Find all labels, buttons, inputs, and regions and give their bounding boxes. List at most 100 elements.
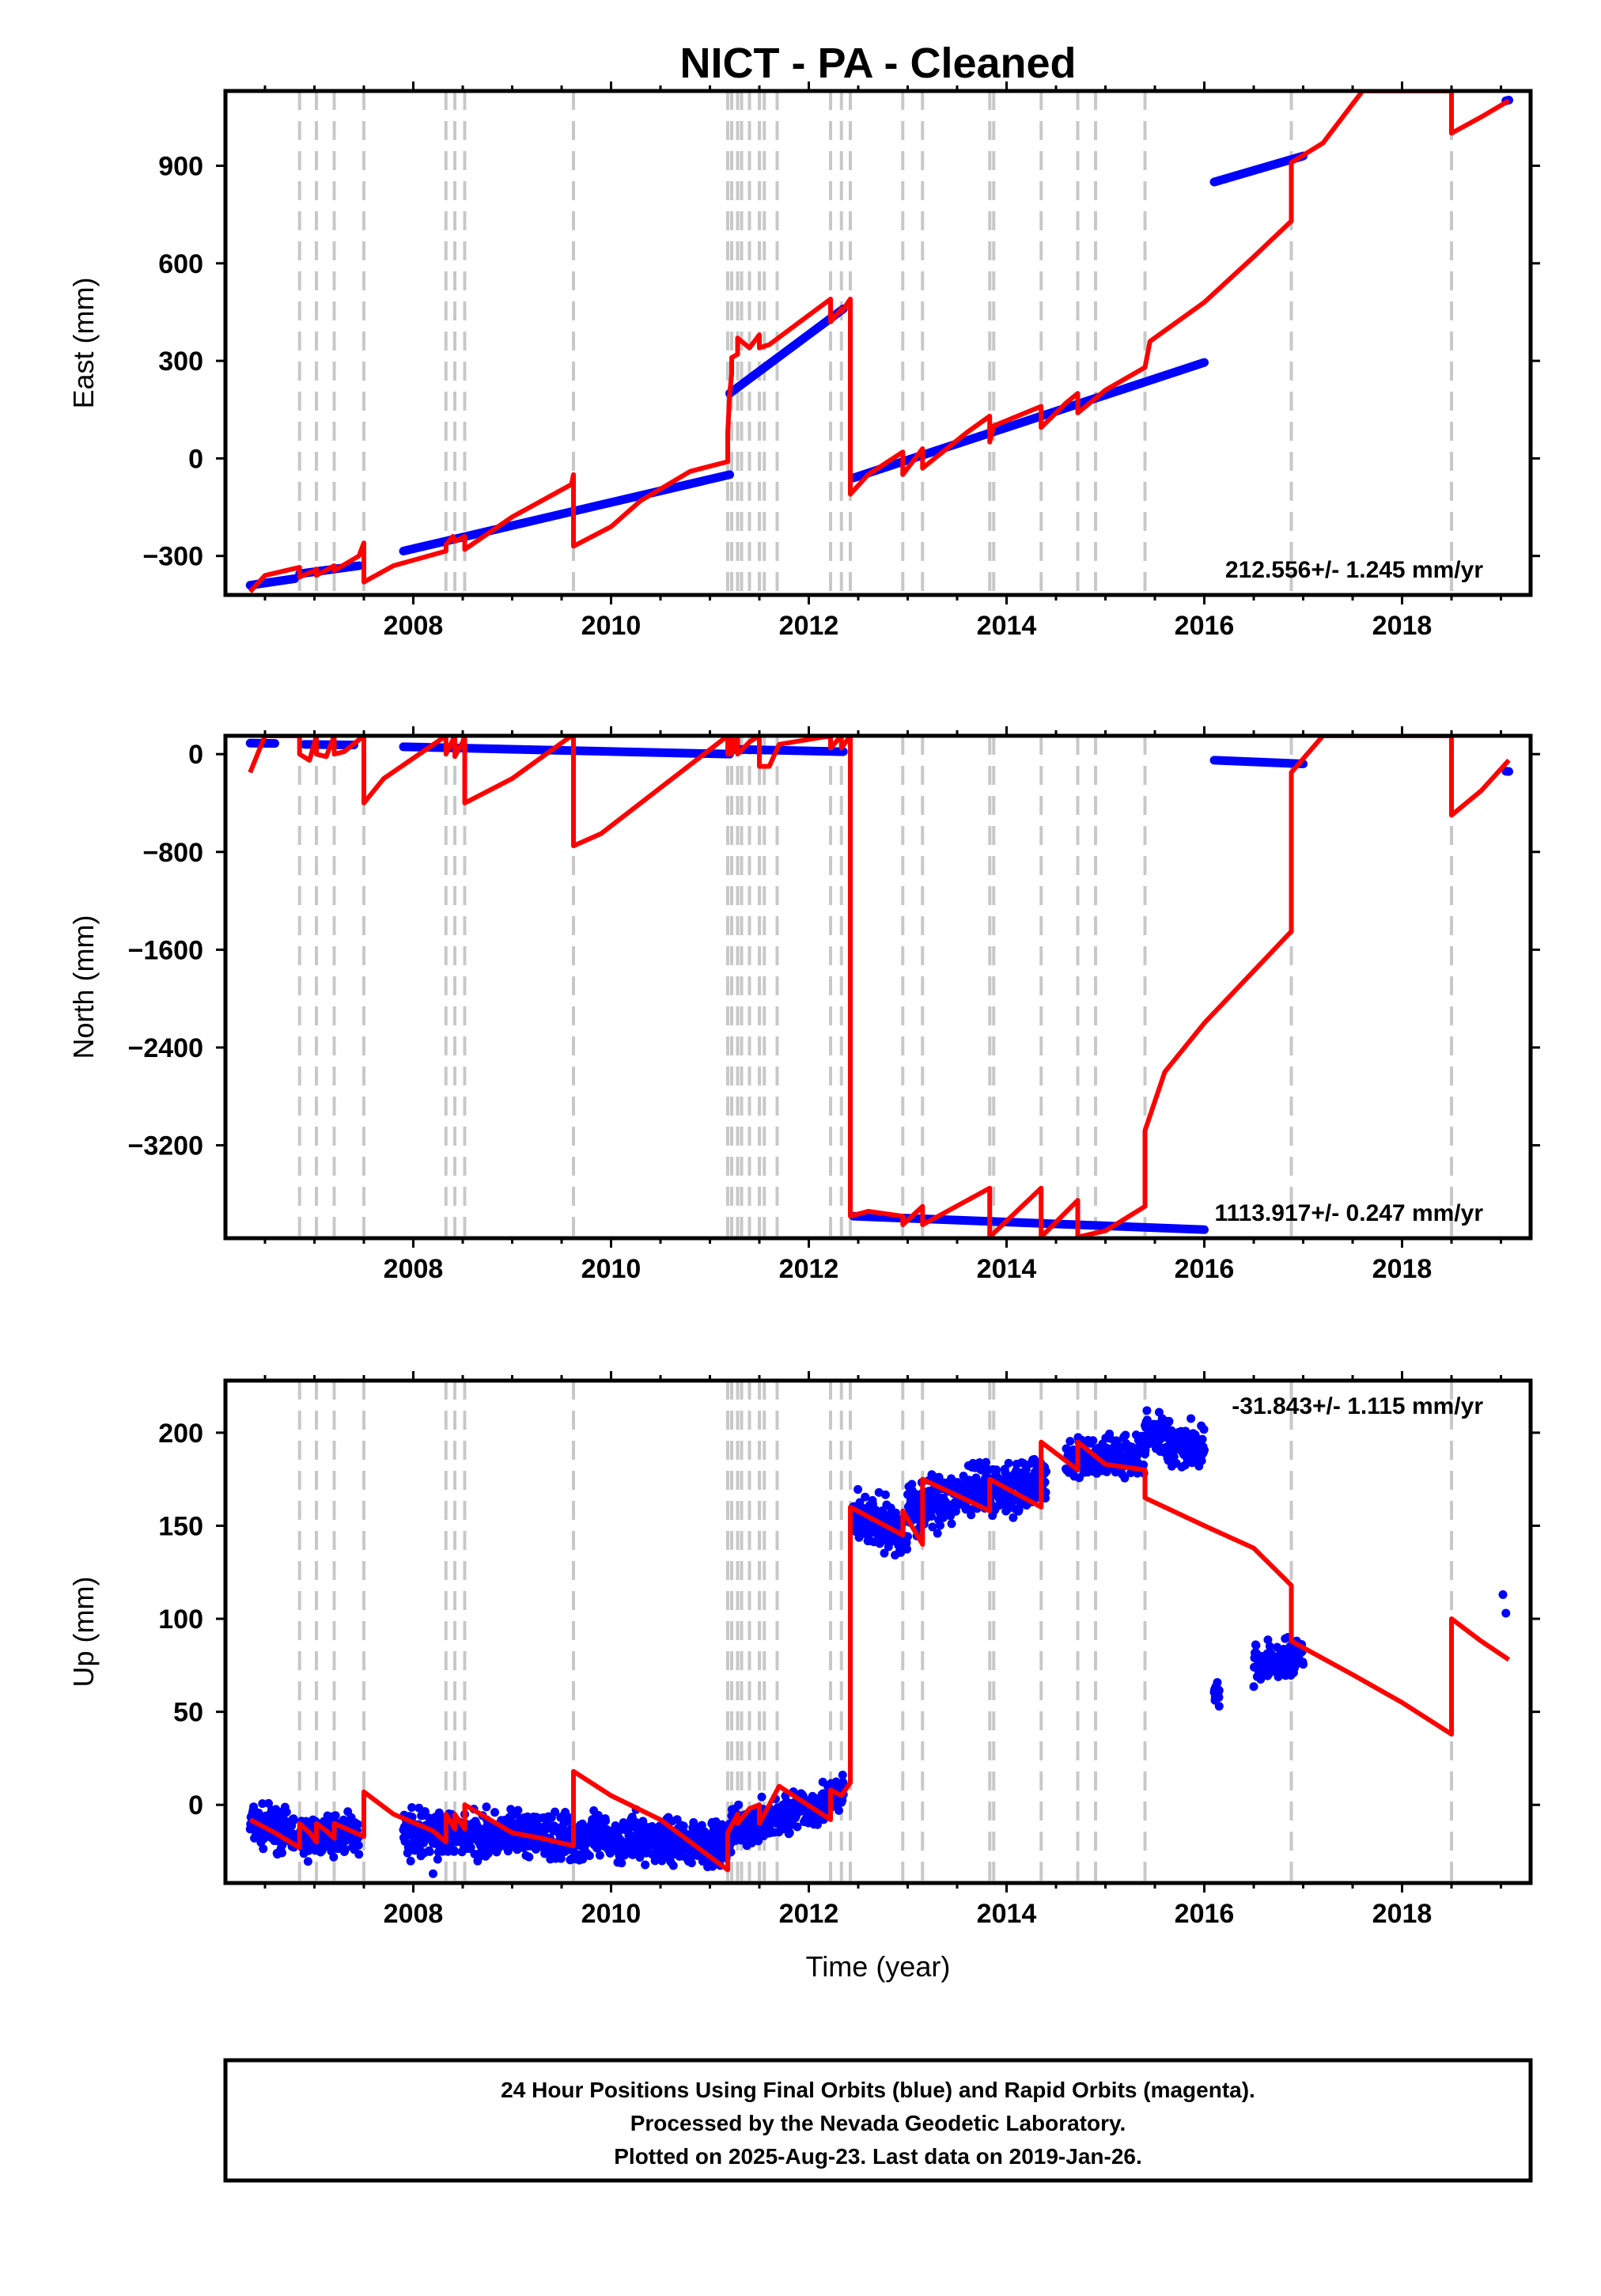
x-tick-label: 2018 xyxy=(1372,611,1433,641)
observation-point xyxy=(1120,1473,1130,1483)
observation-point xyxy=(1274,1672,1283,1681)
x-tick-label: 2010 xyxy=(581,611,642,641)
observation-point xyxy=(891,1508,900,1517)
observation-segment xyxy=(399,742,734,759)
x-tick-label: 2016 xyxy=(1175,611,1235,641)
y-tick-label: 100 xyxy=(158,1605,203,1635)
observation-point xyxy=(838,1778,848,1787)
panel-up: 2008 2010 2012 2014 2016 2018 0 50 100 150 200 Up … xyxy=(67,1371,1540,1983)
observation-segment xyxy=(725,304,848,398)
observation-point xyxy=(1501,1608,1511,1618)
observation-point xyxy=(641,1860,650,1870)
observation-point xyxy=(679,1821,688,1831)
observations-up xyxy=(245,1406,1511,1878)
observation-point xyxy=(1214,1686,1224,1695)
observation-point xyxy=(855,1498,865,1507)
observation-point xyxy=(1065,1437,1075,1446)
x-tick-label: 2014 xyxy=(977,1899,1037,1929)
observation-point xyxy=(1200,1445,1209,1455)
x-tick-label: 2018 xyxy=(1372,1254,1433,1284)
observation-point xyxy=(585,1851,594,1860)
axis-ticks: 2008 2010 2012 2014 2016 2018 −300 0 300 600 900 xyxy=(142,81,1540,641)
x-tick-label: 2014 xyxy=(977,1254,1037,1284)
observation-point xyxy=(556,1854,566,1863)
observation-point xyxy=(1187,1414,1196,1423)
model-line xyxy=(248,1439,1511,1873)
observation-point xyxy=(903,1544,912,1554)
chart-title: NICT - PA - Cleaned xyxy=(679,40,1076,87)
x-tick-label: 2008 xyxy=(384,1254,444,1284)
observation-point xyxy=(1169,1452,1179,1461)
observation-point xyxy=(490,1808,500,1817)
observation-point xyxy=(708,1862,717,1871)
panel-frame xyxy=(223,89,1533,597)
observation-point xyxy=(812,1820,822,1829)
observation-point xyxy=(1265,1642,1274,1651)
x-tick-label: 2018 xyxy=(1372,1899,1433,1929)
x-tick-label: 2012 xyxy=(779,1899,839,1929)
observation-point xyxy=(1021,1464,1031,1474)
observation-point xyxy=(258,1799,267,1809)
observation-point xyxy=(1142,1406,1152,1415)
model-line xyxy=(248,736,1511,1238)
observation-point xyxy=(482,1802,491,1812)
observation-point xyxy=(880,1490,890,1499)
observation-point xyxy=(880,1548,889,1558)
observation-point xyxy=(354,1850,364,1859)
model-up xyxy=(248,1439,1511,1873)
observation-point xyxy=(635,1853,645,1862)
y-tick-label: −2400 xyxy=(128,1033,204,1063)
y-axis-label: East (mm) xyxy=(67,278,100,409)
y-tick-label: 300 xyxy=(158,347,203,377)
observation-point xyxy=(928,1522,937,1532)
model-line xyxy=(248,91,1511,593)
observation-point xyxy=(329,1852,339,1862)
observation-point xyxy=(278,1840,287,1850)
observation-segment xyxy=(849,358,1209,483)
panel-north: 2008 2010 2012 2014 2016 2018 −3200 −2400 −1600 −… xyxy=(67,726,1540,1284)
observation-point xyxy=(1198,1434,1207,1444)
observation-point xyxy=(982,1457,991,1467)
observation-point xyxy=(595,1851,604,1860)
observation-point xyxy=(466,1843,475,1852)
observation-point xyxy=(449,1846,459,1855)
observation-point xyxy=(757,1792,766,1802)
x-tick-label: 2008 xyxy=(384,611,444,641)
footer-frame xyxy=(223,2058,1533,2183)
observation-point xyxy=(947,1519,956,1529)
y-axis-label: Up (mm) xyxy=(67,1577,100,1688)
observation-point xyxy=(687,1858,696,1868)
observation-point xyxy=(407,1803,417,1813)
observation-point xyxy=(734,1800,744,1809)
observation-point xyxy=(1041,1487,1050,1497)
y-tick-label: 900 xyxy=(158,152,203,182)
x-tick-label: 2010 xyxy=(581,1254,642,1284)
observation-point xyxy=(433,1855,442,1864)
observation-point xyxy=(264,1798,274,1808)
y-tick-label: 50 xyxy=(173,1698,203,1728)
observation-point xyxy=(317,1846,327,1855)
panel-frame xyxy=(223,733,1533,1241)
observation-point xyxy=(934,1472,944,1482)
y-tick-label: −1600 xyxy=(128,935,204,965)
observation-point xyxy=(429,1869,437,1878)
y-tick-label: 0 xyxy=(188,444,203,474)
x-tick-label: 2012 xyxy=(779,1254,839,1284)
observation-point xyxy=(354,1840,363,1850)
observation-segment xyxy=(1209,756,1308,769)
observations-north xyxy=(245,738,1513,1234)
observation-point xyxy=(834,1805,843,1815)
observation-point xyxy=(524,1852,534,1862)
observation-point xyxy=(992,1465,1001,1475)
panel-frame xyxy=(223,1378,1533,1885)
rate-annotation: 212.556+/- 1.245 mm/yr xyxy=(1225,557,1483,583)
observation-point xyxy=(1214,1692,1224,1702)
observation-point xyxy=(1009,1513,1018,1522)
observation-point xyxy=(933,1529,942,1538)
y-tick-label: 0 xyxy=(188,740,203,770)
observation-point xyxy=(406,1856,415,1866)
x-tick-label: 2012 xyxy=(779,611,839,641)
observation-point xyxy=(1164,1416,1174,1426)
observation-point xyxy=(1249,1682,1258,1692)
